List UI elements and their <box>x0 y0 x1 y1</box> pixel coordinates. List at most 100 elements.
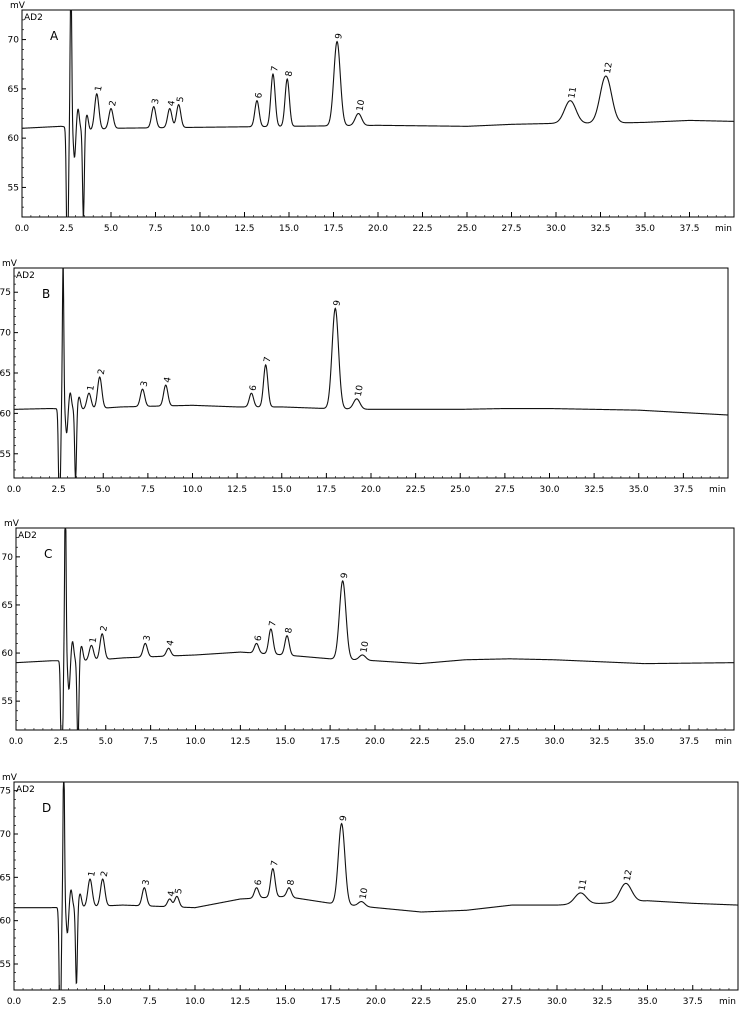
y-tick-label: 60 <box>2 649 14 659</box>
x-tick-label: 25.0 <box>450 485 470 495</box>
peak-label-9: 9 <box>332 299 343 307</box>
x-tick-label: 17.5 <box>321 997 341 1007</box>
x-tick-label: 35.0 <box>635 224 655 234</box>
peak-label-7: 7 <box>270 65 281 72</box>
x-tick-label: 20.0 <box>366 997 386 1007</box>
peak-label-5: 5 <box>176 96 187 103</box>
x-tick-label: 17.5 <box>316 485 336 495</box>
peak-label-4: 4 <box>163 376 174 384</box>
peak-label-10: 10 <box>354 384 366 397</box>
x-tick-label: 7.5 <box>148 224 162 234</box>
x-tick-label: 27.5 <box>501 224 521 234</box>
x-tick-label: 25.0 <box>456 997 476 1007</box>
x-tick-label: 17.5 <box>320 737 340 747</box>
x-tick-label: 0.0 <box>7 997 22 1007</box>
peak-label-7: 7 <box>263 356 274 363</box>
x-tick-label: 27.5 <box>495 485 515 495</box>
x-tick-label: 15.0 <box>279 224 299 234</box>
y-unit-label: mV <box>2 773 18 783</box>
x-tick-label: 32.5 <box>592 997 612 1007</box>
y-tick-label: 55 <box>8 183 19 193</box>
x-tick-label: 5.0 <box>99 737 114 747</box>
chromatogram-panel-b: mV AD2 B 55 60 65 70 75 0.0 2.5 5.0 7.5 10.0 12.5 15.0… <box>0 259 729 495</box>
x-tick-label: 32.5 <box>590 224 610 234</box>
x-tick-label: 22.5 <box>411 997 431 1007</box>
peak-label-6: 6 <box>254 634 265 642</box>
x-tick-label: 12.5 <box>227 485 247 495</box>
x-tick-label: 27.5 <box>500 737 520 747</box>
x-tick-label: 22.5 <box>410 737 430 747</box>
x-tick-label: 2.5 <box>59 224 73 234</box>
x-tick-label: 12.5 <box>230 997 250 1007</box>
peak-label-3: 3 <box>141 879 152 886</box>
peak-label-2: 2 <box>99 625 110 632</box>
peak-label-12: 12 <box>603 62 615 75</box>
y-tick-label: 60 <box>0 409 11 419</box>
y-tick-label: 65 <box>8 85 19 95</box>
x-tick-label: 25.0 <box>455 737 475 747</box>
x-tick-label: 0.0 <box>7 485 22 495</box>
signal-trace <box>15 527 734 731</box>
x-tick-label: 20.0 <box>368 224 388 234</box>
peak-label-12: 12 <box>623 869 635 882</box>
x-tick-label: 30.0 <box>544 737 564 747</box>
x-tick-label: 15.0 <box>272 485 292 495</box>
peak-label-8: 8 <box>286 879 297 887</box>
signal-trace <box>21 9 735 218</box>
x-unit-label: min <box>715 737 732 747</box>
peak-label-9: 9 <box>339 814 350 822</box>
x-tick-label: 20.0 <box>361 485 381 495</box>
peak-label-10: 10 <box>356 99 368 112</box>
peak-label-2: 2 <box>97 368 108 375</box>
peak-label-7: 7 <box>268 620 279 627</box>
y-tick-label: 65 <box>2 601 13 611</box>
x-tick-label: 22.5 <box>412 224 432 234</box>
x-tick-label: 27.5 <box>502 997 522 1007</box>
detector-label: AD2 <box>18 531 37 541</box>
x-tick-label: 32.5 <box>584 485 604 495</box>
x-tick-label: 35.0 <box>629 485 649 495</box>
x-tick-label: 22.5 <box>406 485 426 495</box>
peak-label-11: 11 <box>567 86 579 99</box>
peak-label-6: 6 <box>254 879 265 887</box>
signal-trace <box>13 267 729 479</box>
peak-label-3: 3 <box>151 98 162 105</box>
x-tick-label: 7.5 <box>143 997 157 1007</box>
x-tick-label: 5.0 <box>96 485 111 495</box>
peak-label-1: 1 <box>88 636 99 643</box>
y-tick-label: 65 <box>0 873 11 883</box>
x-tick-label: 7.5 <box>143 737 157 747</box>
y-unit-label: mV <box>2 259 18 269</box>
y-tick-label: 70 <box>2 553 14 563</box>
x-tick-label: 10.0 <box>190 224 210 234</box>
y-unit-label: mV <box>10 1 26 11</box>
x-tick-label: 37.5 <box>679 224 699 234</box>
y-tick-label: 70 <box>0 830 11 840</box>
x-unit-label: min <box>709 485 726 495</box>
x-tick-label: 2.5 <box>51 485 65 495</box>
x-tick-label: 30.0 <box>547 997 567 1007</box>
x-tick-label: 15.0 <box>275 737 295 747</box>
y-tick-label: 60 <box>8 134 20 144</box>
x-unit-label: min <box>719 997 736 1007</box>
peak-label-8: 8 <box>284 70 295 78</box>
peak-label-5: 5 <box>174 888 185 895</box>
x-tick-label: 10.0 <box>182 485 202 495</box>
x-tick-label: 30.0 <box>539 485 559 495</box>
y-tick-label: 70 <box>0 329 11 339</box>
detector-label: AD2 <box>16 271 35 281</box>
peak-label-3: 3 <box>140 380 151 387</box>
x-tick-label: 5.0 <box>97 997 112 1007</box>
x-tick-label: 0.0 <box>15 224 30 234</box>
y-tick-label: 75 <box>0 288 11 298</box>
y-tick-label: 55 <box>2 697 13 707</box>
peak-label-7: 7 <box>270 860 281 867</box>
x-tick-label: 17.5 <box>323 224 343 234</box>
peak-label-10: 10 <box>360 640 372 653</box>
panel-label: D <box>42 801 51 815</box>
y-tick-label: 55 <box>0 450 11 460</box>
